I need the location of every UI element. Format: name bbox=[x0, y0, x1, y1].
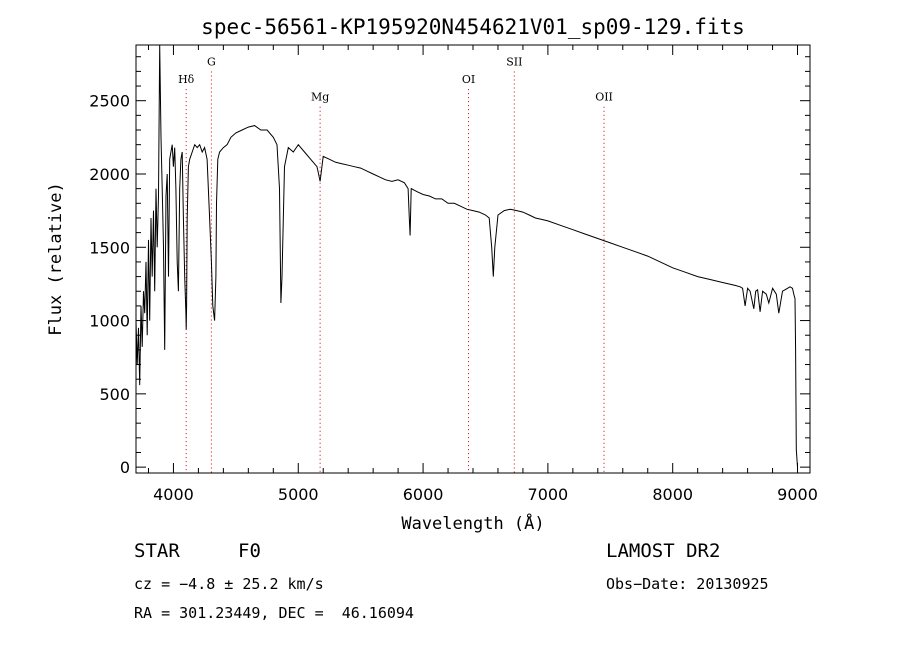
x-tick-label-3: 7000 bbox=[528, 485, 569, 504]
line-marker-label-0: Hδ bbox=[178, 73, 195, 86]
observation-date: Obs−Date: 20130925 bbox=[606, 575, 769, 593]
line-marker-label-5: OII bbox=[595, 91, 613, 104]
spectral-subclass: F0 bbox=[238, 540, 261, 562]
x-tick-label-5: 9000 bbox=[777, 485, 818, 504]
x-tick-label-1: 5000 bbox=[278, 485, 319, 504]
x-axis-label: Wavelength (Å) bbox=[401, 512, 544, 534]
y-tick-label-5: 2500 bbox=[89, 92, 130, 111]
spectrum-line bbox=[135, 44, 798, 468]
coordinates: RA = 301.23449, DEC = 46.16094 bbox=[134, 604, 414, 622]
line-marker-label-2: Mg bbox=[311, 91, 329, 104]
y-tick-label-1: 500 bbox=[99, 385, 130, 404]
line-marker-label-4: SII bbox=[506, 56, 522, 69]
y-tick-label-4: 2000 bbox=[89, 165, 130, 184]
plot-frame bbox=[135, 44, 811, 474]
y-tick-label-2: 1000 bbox=[89, 312, 130, 331]
redshift-velocity: cz = −4.8 ± 25.2 km/s bbox=[134, 575, 324, 593]
object-class: STAR bbox=[134, 540, 180, 562]
line-marker-label-3: OI bbox=[462, 73, 475, 86]
x-tick-label-0: 4000 bbox=[153, 485, 194, 504]
x-tick-label-2: 6000 bbox=[403, 485, 444, 504]
chart-title: spec-56561-KP195920N454621V01_sp09-129.f… bbox=[201, 15, 745, 39]
x-tick-label-4: 8000 bbox=[652, 485, 693, 504]
y-axis-label: Flux (relative) bbox=[46, 182, 66, 336]
survey-name: LAMOST DR2 bbox=[606, 540, 721, 562]
y-tick-label-3: 1500 bbox=[89, 238, 130, 257]
y-tick-label-0: 0 bbox=[120, 458, 130, 477]
line-marker-label-1: G bbox=[207, 56, 216, 69]
